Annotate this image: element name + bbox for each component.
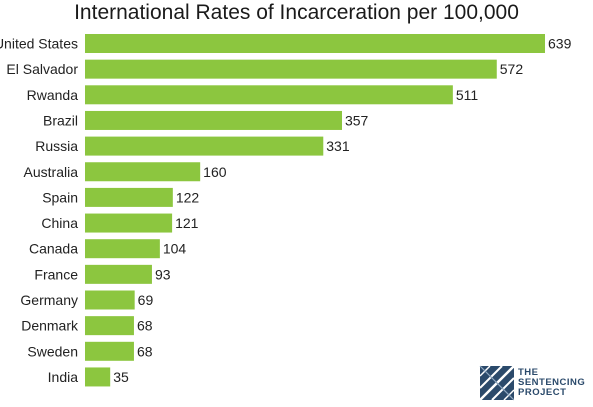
category-label: Canada: [29, 241, 78, 257]
bar-canada: [85, 239, 160, 259]
category-label: Sweden: [27, 343, 78, 359]
value-label: 68: [137, 343, 153, 359]
category-label: India: [48, 369, 79, 385]
bar-sweden: [85, 341, 134, 361]
value-label: 639: [548, 36, 572, 52]
category-labels-group: United States El Salvador Rwanda Brazil Russ…: [0, 36, 79, 385]
value-label: 93: [155, 266, 171, 282]
value-label: 160: [203, 164, 227, 180]
category-label: United States: [0, 36, 78, 52]
category-label: Russia: [35, 138, 78, 154]
value-label: 35: [113, 369, 129, 385]
value-label: 121: [175, 215, 199, 231]
category-label: Brazil: [43, 112, 78, 128]
category-label: Rwanda: [27, 87, 79, 103]
logo-line-3: PROJECT: [518, 387, 567, 398]
sentencing-project-logo: THE SENTENCING PROJECT: [478, 362, 593, 402]
bar-china: [85, 213, 173, 233]
bar-rwanda: [85, 85, 453, 105]
value-label: 331: [326, 138, 350, 154]
category-label: Australia: [24, 164, 79, 180]
bar-el-salvador: [85, 59, 497, 79]
bar-united-states: [85, 34, 545, 53]
category-label: China: [41, 215, 78, 231]
value-label: 122: [176, 189, 200, 205]
chart-title: International Rates of Incarceration per…: [74, 1, 519, 24]
logo-text: THE SENTENCING PROJECT: [518, 368, 593, 398]
value-label: 69: [138, 292, 154, 308]
value-label: 104: [163, 241, 187, 257]
bars-group: [85, 34, 545, 387]
logo-mark-icon: [479, 365, 515, 401]
bar-france: [85, 264, 152, 284]
logo-line-2: SENTENCING: [518, 377, 586, 388]
category-label: El Salvador: [6, 61, 78, 77]
category-label: Spain: [42, 189, 78, 205]
value-label: 511: [456, 87, 479, 103]
logo-line-1: THE: [518, 367, 539, 378]
value-label: 572: [500, 61, 524, 77]
bar-spain: [85, 187, 173, 207]
value-label: 68: [137, 318, 153, 334]
bar-germany: [85, 290, 135, 310]
bar-australia: [85, 162, 201, 182]
category-label: Denmark: [21, 318, 79, 334]
bar-brazil: [85, 110, 342, 130]
bar-denmark: [85, 316, 134, 336]
category-label: France: [34, 266, 78, 282]
value-label: 357: [345, 112, 369, 128]
category-label: Germany: [20, 292, 78, 308]
bar-india: [85, 367, 111, 387]
bar-russia: [85, 136, 324, 156]
